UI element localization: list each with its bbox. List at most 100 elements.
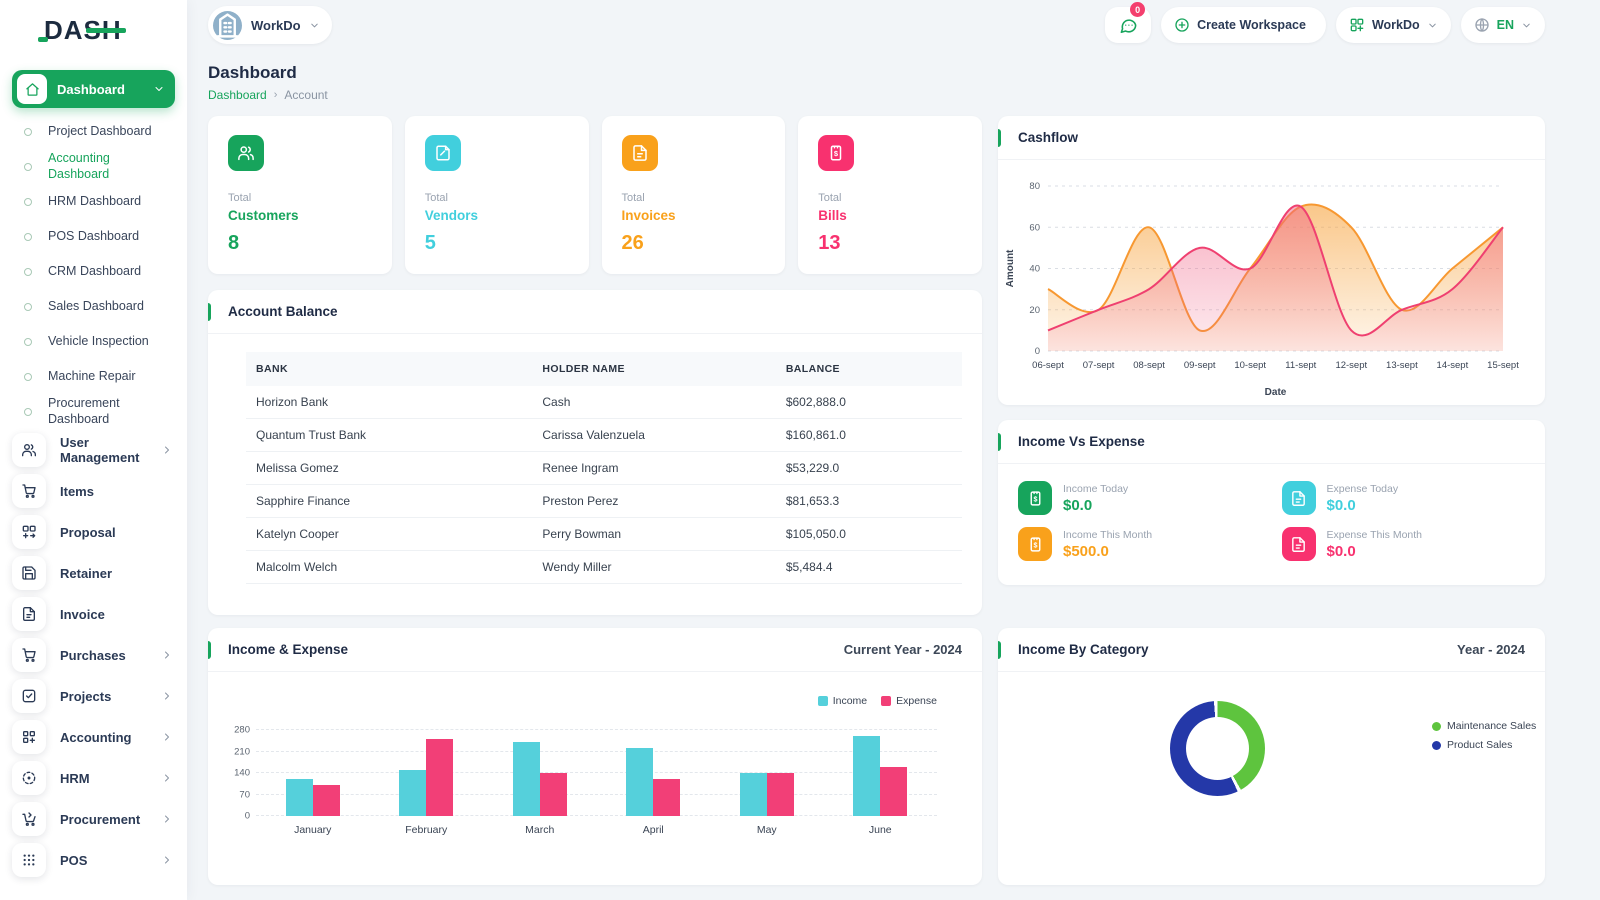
- stat-name: Vendors: [424, 208, 479, 223]
- y-tick-label: 70: [239, 789, 250, 800]
- bar-income: [626, 748, 654, 816]
- svg-text:0: 0: [1035, 346, 1040, 357]
- sidebar-item-label: Retainer: [60, 565, 113, 581]
- sidebar-item-accounting-dashboard[interactable]: Accounting Dashboard: [0, 149, 187, 184]
- stat-cards-row: Total Customers 8 Total Vendors 5 Total …: [208, 116, 982, 274]
- table-cell: Horizon Bank: [246, 386, 533, 419]
- ivse-value: $500.0: [1063, 542, 1109, 560]
- sidebar-item-hrm-dashboard[interactable]: HRM Dashboard: [0, 184, 187, 219]
- account-balance-header: Account Balance: [208, 290, 982, 334]
- table-cell: $53,229.0: [775, 451, 962, 485]
- sidebar-item-project-dashboard[interactable]: Project Dashboard: [0, 114, 187, 149]
- main-area: WorkDo 0 Create Workspace WorkDo: [187, 0, 1600, 900]
- topbar: WorkDo 0 Create Workspace WorkDo: [208, 0, 1545, 50]
- chevron-down-icon: [1521, 20, 1532, 31]
- income-by-category-period: Year - 2024: [1457, 642, 1525, 657]
- table-cell: $602,888.0: [775, 386, 962, 419]
- ivse-item-expense-today: Expense Today $0.0: [1281, 481, 1526, 515]
- sidebar-item-label: Machine Repair: [48, 368, 136, 383]
- bar-group-march: [483, 730, 597, 816]
- create-workspace-button[interactable]: Create Workspace: [1161, 7, 1326, 43]
- legend-dot: [1432, 721, 1441, 731]
- income-by-category-title: Income By Category: [1018, 642, 1149, 657]
- breadcrumb: Dashboard › Account: [208, 88, 1545, 102]
- sidebar-item-label: Project Dashboard: [48, 123, 152, 138]
- hrm-icon: [12, 761, 46, 795]
- donut-legend: Maintenance Sales Product Sales: [1432, 720, 1536, 758]
- cashflow-header: Cashflow: [998, 116, 1545, 160]
- y-tick-label: 210: [234, 746, 250, 757]
- sidebar-item-pos[interactable]: POS: [0, 840, 187, 881]
- svg-text:07-sept: 07-sept: [1083, 360, 1115, 371]
- pos-icon: [12, 843, 46, 877]
- ivse-item-income-today: $ Income Today $0.0: [1018, 481, 1262, 515]
- bar-expense: [426, 739, 454, 816]
- income-vs-expense-card: Income Vs Expense $ Income Today $0.0 Ex…: [998, 420, 1545, 585]
- bar-chart-x-axis: January February March April May June: [256, 824, 937, 836]
- bar-group-january: [256, 730, 370, 816]
- ivse-value: $0.0: [1326, 542, 1356, 560]
- sidebar-item-user-management[interactable]: User Management: [0, 430, 187, 471]
- breadcrumb-link[interactable]: Dashboard: [208, 88, 267, 102]
- workspace-name: WorkDo: [251, 17, 301, 33]
- table-cell: Malcolm Welch: [246, 550, 533, 584]
- bar-group-february: [370, 730, 484, 816]
- sidebar-item-vehicle-inspection[interactable]: Vehicle Inspection: [0, 324, 187, 359]
- table-cell: Carissa Valenzuela: [532, 418, 776, 452]
- sidebar-item-retainer[interactable]: Retainer: [0, 553, 187, 594]
- stat-card-bills: $ Total Bills 13: [798, 116, 982, 274]
- svg-text:20: 20: [1029, 305, 1040, 316]
- language-selector[interactable]: EN: [1460, 7, 1545, 43]
- language-label: EN: [1496, 18, 1514, 32]
- cashflow-chart: 0 20 40 60 80 06-sept 07-sept 08-sept 09-sept 10-…: [998, 160, 1545, 408]
- sidebar-item-items[interactable]: Items: [0, 471, 187, 512]
- gridline: [256, 729, 937, 730]
- cashflow-card: Cashflow 0 20 40 60 80 06-sept 07-sept 08-sept 0…: [998, 116, 1545, 405]
- sidebar-item-procurement[interactable]: Procurement: [0, 799, 187, 840]
- income-expense-header: Income & Expense Current Year - 2024: [208, 628, 982, 672]
- app-switcher-button[interactable]: WorkDo: [1335, 7, 1451, 43]
- sidebar-item-label: POS: [60, 852, 88, 868]
- sidebar-item-accounting[interactable]: Accounting: [0, 717, 187, 758]
- gridline: [256, 772, 937, 773]
- bar-expense: [312, 785, 340, 816]
- invoice-icon: [12, 597, 46, 631]
- sidebar-item-label: Sales Dashboard: [48, 298, 144, 313]
- topbar-actions: 0 Create Workspace WorkDo EN: [1105, 2, 1545, 43]
- legend-swatch: [881, 696, 892, 706]
- table-row: Quantum Trust Bank Carissa Valenzuela $160…: [246, 418, 962, 452]
- procurement-icon: [12, 802, 46, 836]
- sidebar-item-pos-dashboard[interactable]: POS Dashboard: [0, 219, 187, 254]
- sidebar-item-purchases[interactable]: Purchases: [0, 635, 187, 676]
- svg-text:Date: Date: [1265, 387, 1287, 398]
- sidebar-item-label: Dashboard: [57, 81, 125, 97]
- sidebar-item-hrm[interactable]: HRM: [0, 758, 187, 799]
- svg-text:15-sept: 15-sept: [1487, 360, 1519, 371]
- sidebar-item-label: Invoice: [60, 606, 105, 622]
- workspace-switcher[interactable]: WorkDo: [208, 6, 332, 44]
- projects-icon: [12, 679, 46, 713]
- table-cell: Preston Perez: [532, 484, 776, 518]
- sidebar-item-dashboard[interactable]: Dashboard: [12, 70, 175, 108]
- sidebar-item-label: Accounting: [60, 729, 132, 745]
- messages-button[interactable]: 0: [1105, 2, 1152, 43]
- income-expense-period: Current Year - 2024: [843, 642, 962, 657]
- chevron-right-icon: [161, 649, 173, 661]
- sidebar-item-proposal[interactable]: Proposal: [0, 512, 187, 553]
- gridline: [256, 750, 937, 752]
- content-right-column: Cashflow 0 20 40 60 80 06-sept 07-sept 08-sept 0…: [998, 116, 1545, 885]
- sidebar-item-crm-dashboard[interactable]: CRM Dashboard: [0, 254, 187, 289]
- table-row: Horizon Bank Cash $602,888.0: [246, 386, 962, 419]
- sidebar-item-projects[interactable]: Projects: [0, 676, 187, 717]
- sidebar-item-machine-repair[interactable]: Machine Repair: [0, 359, 187, 394]
- bullet-icon: [24, 337, 32, 346]
- brand-logo[interactable]: DASH: [0, 0, 187, 60]
- sidebar-item-procurement-dashboard[interactable]: Procurement Dashboard: [0, 394, 187, 429]
- receipt-icon: $: [1018, 481, 1052, 515]
- stat-prefix: Total: [818, 192, 842, 204]
- sidebar-item-invoice[interactable]: Invoice: [0, 594, 187, 635]
- column-header: BANK: [246, 352, 533, 386]
- chevron-down-icon: [309, 20, 320, 31]
- sidebar-item-sales-dashboard[interactable]: Sales Dashboard: [0, 289, 187, 324]
